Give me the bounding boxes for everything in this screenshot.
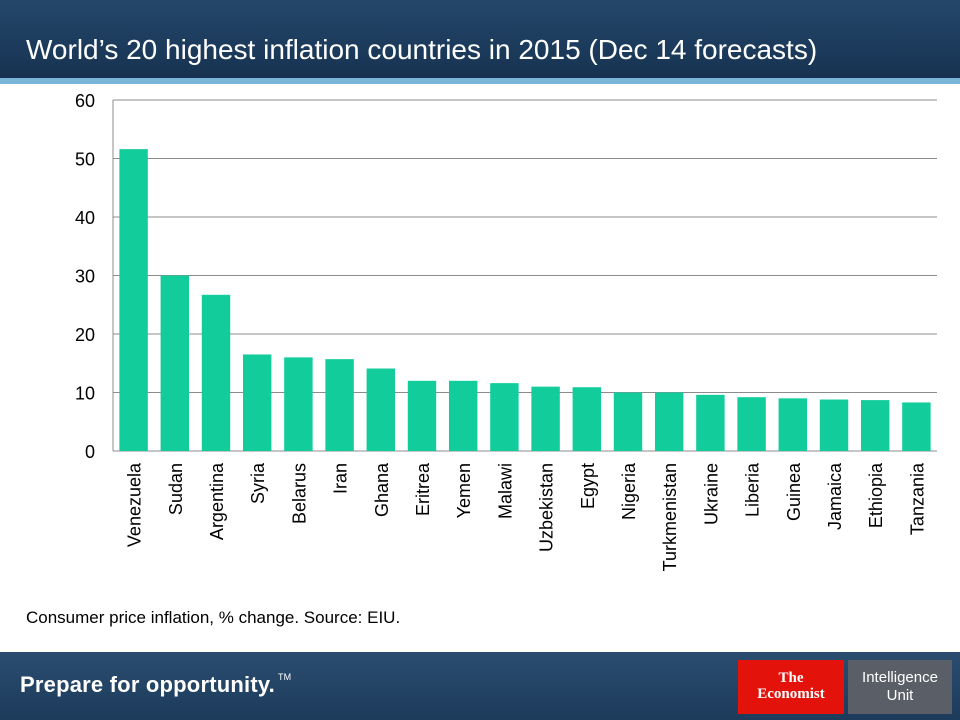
economist-logo-line1: The <box>778 670 804 686</box>
x-tick-label: Egypt <box>578 463 598 509</box>
x-tick-label: Liberia <box>743 462 763 517</box>
iu-logo-line2: Unit <box>886 687 914 704</box>
y-tick-label: 40 <box>75 208 95 228</box>
bar <box>613 392 643 451</box>
x-tick-label: Jamaica <box>825 462 845 530</box>
x-tick-label: Turkmenistan <box>660 463 680 571</box>
bar <box>654 392 684 451</box>
bar <box>242 354 272 451</box>
bar <box>366 368 396 451</box>
bar <box>696 394 725 451</box>
bar <box>572 387 602 451</box>
bar <box>201 294 231 451</box>
bar <box>407 380 437 451</box>
bar <box>737 397 766 451</box>
footer-bar: Prepare for opportunity. TM The Economist… <box>0 652 960 720</box>
x-tick-label: Uzbekistan <box>537 463 557 552</box>
economist-logo: The Economist <box>738 660 844 714</box>
x-tick-label: Syria <box>248 462 268 504</box>
y-tick-label: 60 <box>75 91 95 111</box>
x-tick-label: Ukraine <box>701 463 721 525</box>
bar <box>448 380 478 451</box>
x-tick-label: Yemen <box>454 463 474 518</box>
x-tick-label: Sudan <box>166 463 186 515</box>
x-tick-label: Ghana <box>372 462 392 517</box>
header-bar <box>0 0 960 78</box>
x-tick-label: Ethiopia <box>866 462 886 528</box>
x-tick-label: Iran <box>331 463 351 494</box>
x-tick-label: Venezuela <box>125 462 145 547</box>
tagline: Prepare for opportunity. TM <box>20 672 291 698</box>
bar <box>531 386 560 451</box>
x-tick-label: Tanzania <box>907 462 927 535</box>
bar <box>819 399 849 451</box>
x-tick-label: Belarus <box>289 463 309 524</box>
header-accent-line <box>0 78 960 84</box>
x-tick-label: Nigeria <box>619 462 639 520</box>
y-tick-label: 20 <box>75 325 95 345</box>
bar <box>284 357 313 451</box>
economist-logo-line2: Economist <box>757 686 825 702</box>
footnote: Consumer price inflation, % change. Sour… <box>26 608 401 627</box>
iu-logo-line1: Intelligence <box>862 669 938 686</box>
y-tick-label: 30 <box>75 267 95 287</box>
y-tick-label: 0 <box>85 442 95 462</box>
bar-chart: 0 10 20 30 40 50 60 Venezuela Sudan Argentina Syri… <box>75 91 937 571</box>
bar <box>119 149 148 451</box>
trademark-mark: TM <box>277 672 292 682</box>
bar <box>778 398 808 451</box>
y-tick-label: 50 <box>75 150 95 170</box>
x-tick-label: Guinea <box>784 462 804 521</box>
bar <box>490 383 519 451</box>
bar <box>902 402 931 451</box>
chart-title: World’s 20 highest inflation countries i… <box>26 34 818 65</box>
x-tick-label: Malawi <box>495 463 515 519</box>
x-tick-label: Argentina <box>207 462 227 540</box>
y-tick-label: 10 <box>75 384 95 404</box>
tagline-text: Prepare for opportunity. <box>20 672 275 697</box>
intelligence-unit-logo: Intelligence Unit <box>848 660 952 714</box>
bar <box>160 275 190 451</box>
x-tick-label: Eritrea <box>413 462 433 516</box>
bar <box>860 400 890 451</box>
bar <box>325 359 354 451</box>
